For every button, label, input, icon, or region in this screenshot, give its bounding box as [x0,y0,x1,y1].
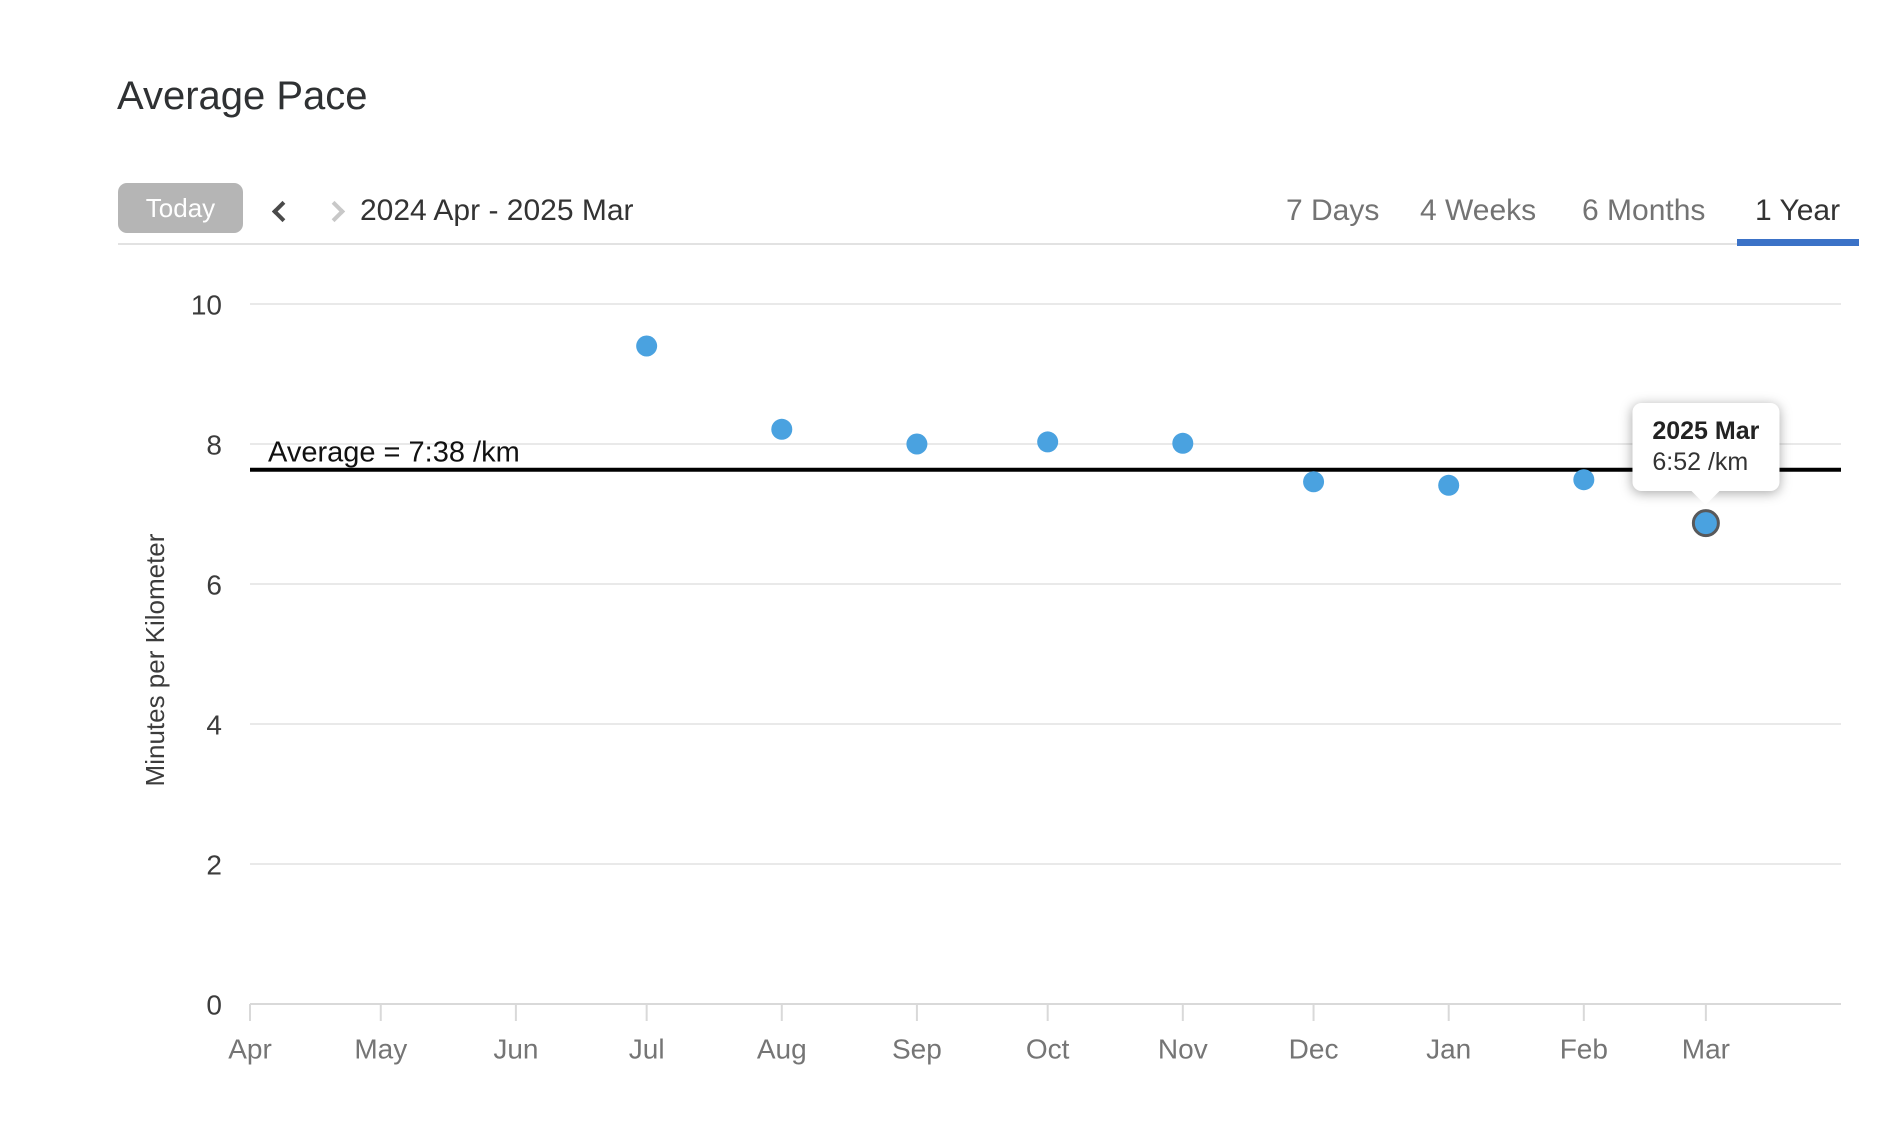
data-point-sep[interactable] [906,433,928,455]
data-point-tooltip: 2025 Mar 6:52 /km [1632,403,1780,506]
average-line-label: Average = 7:38 /km [268,437,520,469]
x-axis-label-jul: Jul [629,1034,665,1065]
today-button[interactable]: Today [118,183,243,233]
data-point-oct[interactable] [1037,431,1059,453]
y-axis-label-0: 0 [206,990,222,1021]
y-axis-label-6: 6 [206,570,222,601]
x-axis-label-sep: Sep [892,1034,942,1065]
tab-4-weeks[interactable]: 4 Weeks [1420,194,1537,227]
date-range-label: 2024 Apr - 2025 Mar [360,194,634,227]
x-axis-label-dec: Dec [1289,1034,1339,1065]
tooltip-value: 6:52 /km [1652,448,1749,477]
data-point-nov[interactable] [1172,432,1194,454]
x-axis-label-jun: Jun [493,1034,538,1065]
page-title: Average Pace [117,74,368,118]
x-axis-label-may: May [354,1034,407,1065]
x-axis-label-jan: Jan [1426,1034,1471,1065]
x-axis-label-nov: Nov [1158,1034,1208,1065]
x-axis-label-mar: Mar [1682,1034,1730,1065]
y-axis-label-10: 10 [191,290,222,321]
x-axis-label-feb: Feb [1560,1034,1608,1065]
x-axis-label-oct: Oct [1026,1034,1070,1065]
data-point-jul[interactable] [636,335,658,357]
y-axis-label-8: 8 [206,430,222,461]
tab-6-months[interactable]: 6 Months [1582,194,1706,227]
data-point-aug[interactable] [771,418,793,440]
header-divider [118,243,1859,245]
data-point-feb[interactable] [1573,469,1595,491]
tooltip-title: 2025 Mar [1652,417,1760,446]
data-point-mar[interactable] [1691,509,1720,538]
y-axis-label-4: 4 [206,710,222,741]
tab-7-days[interactable]: 7 Days [1286,194,1380,227]
x-axis-label-apr: Apr [228,1034,272,1065]
data-point-dec[interactable] [1303,471,1325,493]
x-axis-label-aug: Aug [757,1034,807,1065]
data-point-jan[interactable] [1438,474,1460,496]
y-axis-label-2: 2 [206,850,222,881]
y-axis-title: Minutes per Kilometer [140,533,170,786]
active-tab-underline [1737,239,1859,246]
tab-1-year[interactable]: 1 Year [1755,194,1841,227]
